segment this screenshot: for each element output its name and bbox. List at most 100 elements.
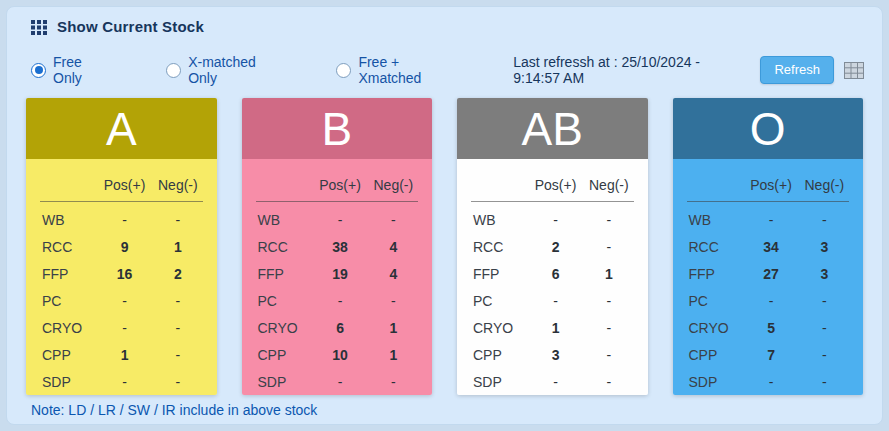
pos-value: 1 bbox=[98, 347, 151, 363]
row-label: SDP bbox=[685, 374, 745, 390]
pos-value: - bbox=[529, 374, 582, 390]
pos-value: 9 bbox=[98, 239, 151, 255]
blood-group-table: Pos(+) Neg(-) WB--RCC343FFP273PC--CRYO5-… bbox=[673, 159, 864, 395]
stock-row-ffp: FFP273 bbox=[685, 260, 852, 287]
row-label: CPP bbox=[685, 347, 745, 363]
pos-value: 5 bbox=[744, 320, 797, 336]
row-label: CPP bbox=[38, 347, 98, 363]
neg-value: - bbox=[582, 347, 635, 363]
neg-value: 4 bbox=[367, 266, 420, 282]
neg-value: - bbox=[151, 374, 204, 390]
pos-value: 2 bbox=[529, 239, 582, 255]
row-label: WB bbox=[38, 212, 98, 228]
neg-value: - bbox=[582, 239, 635, 255]
stock-row-pc: PC-- bbox=[685, 287, 852, 314]
table-view-icon[interactable] bbox=[844, 62, 864, 79]
neg-value: 1 bbox=[367, 320, 420, 336]
radio-label: Free + Xmatched bbox=[358, 54, 453, 86]
stock-row-rcc: RCC91 bbox=[38, 233, 205, 260]
pos-column-header: Pos(+) bbox=[98, 177, 151, 193]
radio-label: Free Only bbox=[53, 54, 106, 86]
row-label: PC bbox=[469, 293, 529, 309]
row-label: FFP bbox=[685, 266, 745, 282]
refresh-button[interactable]: Refresh bbox=[760, 56, 834, 84]
radio-option-free-only[interactable]: Free Only bbox=[31, 54, 106, 86]
row-label: FFP bbox=[38, 266, 98, 282]
blood-group-header: A bbox=[26, 98, 217, 159]
neg-value: 2 bbox=[151, 266, 204, 282]
pos-column-header: Pos(+) bbox=[744, 177, 797, 193]
current-stock-panel: Show Current Stock Free OnlyX-matched On… bbox=[6, 6, 883, 425]
stock-filter-radio-group: Free Only X-matched Only Free + Xmatched bbox=[31, 54, 513, 86]
stock-row-ffp: FFP162 bbox=[38, 260, 205, 287]
blood-group-card-b: B Pos(+) Neg(-) WB--RCC384FFP194PC--CRYO… bbox=[242, 98, 433, 395]
stock-row-wb: WB-- bbox=[469, 206, 636, 233]
blood-group-table: Pos(+) Neg(-) WB--RCC2-FFP61PC--CRYO1-CP… bbox=[457, 159, 648, 395]
blood-group-table: Pos(+) Neg(-) WB--RCC384FFP194PC--CRYO61… bbox=[242, 159, 433, 395]
blood-group-letter: A bbox=[106, 106, 137, 152]
pos-value: - bbox=[313, 212, 366, 228]
blood-group-header: B bbox=[242, 98, 433, 159]
row-label: SDP bbox=[254, 374, 314, 390]
pos-value: 1 bbox=[529, 320, 582, 336]
table-header-row: Pos(+) Neg(-) bbox=[685, 171, 852, 198]
radio-option-x-matched-only[interactable]: X-matched Only bbox=[166, 54, 276, 86]
neg-value: 1 bbox=[367, 347, 420, 363]
last-refresh-text: Last refressh at : 25/10/2024 - 9:14:57 … bbox=[513, 54, 750, 86]
row-label: PC bbox=[38, 293, 98, 309]
neg-value: - bbox=[367, 374, 420, 390]
neg-value: - bbox=[798, 212, 851, 228]
pos-value: - bbox=[744, 374, 797, 390]
stock-row-wb: WB-- bbox=[254, 206, 421, 233]
row-label: RCC bbox=[469, 239, 529, 255]
table-header-underline bbox=[256, 201, 419, 202]
stock-row-ffp: FFP194 bbox=[254, 260, 421, 287]
stock-row-cpp: CPP1- bbox=[38, 341, 205, 368]
radio-option-free-xmatched[interactable]: Free + Xmatched bbox=[336, 54, 453, 86]
pos-value: - bbox=[98, 212, 151, 228]
pos-value: 3 bbox=[529, 347, 582, 363]
neg-column-header: Neg(-) bbox=[582, 177, 635, 193]
pos-column-header: Pos(+) bbox=[529, 177, 582, 193]
table-header-underline bbox=[471, 201, 634, 202]
neg-value: - bbox=[798, 320, 851, 336]
row-label: FFP bbox=[254, 266, 314, 282]
neg-value: - bbox=[151, 347, 204, 363]
pos-value: - bbox=[313, 293, 366, 309]
neg-value: - bbox=[151, 320, 204, 336]
neg-value: - bbox=[151, 212, 204, 228]
blood-group-letter: B bbox=[321, 106, 352, 152]
neg-value: - bbox=[582, 374, 635, 390]
row-label: WB bbox=[254, 212, 314, 228]
pos-value: - bbox=[98, 320, 151, 336]
radio-label: X-matched Only bbox=[188, 54, 276, 86]
row-label: FFP bbox=[469, 266, 529, 282]
neg-value: 1 bbox=[582, 266, 635, 282]
row-label: CRYO bbox=[254, 320, 314, 336]
neg-value: - bbox=[798, 293, 851, 309]
table-header-row: Pos(+) Neg(-) bbox=[469, 171, 636, 198]
pos-value: - bbox=[98, 374, 151, 390]
pos-value: 34 bbox=[744, 239, 797, 255]
neg-column-header: Neg(-) bbox=[798, 177, 851, 193]
blood-group-table: Pos(+) Neg(-) WB--RCC91FFP162PC--CRYO--C… bbox=[26, 159, 217, 395]
radio-circle-icon bbox=[336, 63, 351, 78]
pos-value: 19 bbox=[313, 266, 366, 282]
neg-value: - bbox=[798, 374, 851, 390]
stock-note: Note: LD / LR / SW / IR include in above… bbox=[31, 402, 317, 418]
pos-value: 38 bbox=[313, 239, 366, 255]
blood-group-card-a: A Pos(+) Neg(-) WB--RCC91FFP162PC--CRYO-… bbox=[26, 98, 217, 395]
row-label: SDP bbox=[38, 374, 98, 390]
row-label: WB bbox=[685, 212, 745, 228]
stock-row-ffp: FFP61 bbox=[469, 260, 636, 287]
row-label: PC bbox=[685, 293, 745, 309]
stock-row-cpp: CPP3- bbox=[469, 341, 636, 368]
stock-row-pc: PC-- bbox=[254, 287, 421, 314]
table-header-row: Pos(+) Neg(-) bbox=[38, 171, 205, 198]
row-label: SDP bbox=[469, 374, 529, 390]
table-header-underline bbox=[687, 201, 850, 202]
row-label: WB bbox=[469, 212, 529, 228]
neg-value: 4 bbox=[367, 239, 420, 255]
pos-value: 7 bbox=[744, 347, 797, 363]
stock-row-wb: WB-- bbox=[38, 206, 205, 233]
